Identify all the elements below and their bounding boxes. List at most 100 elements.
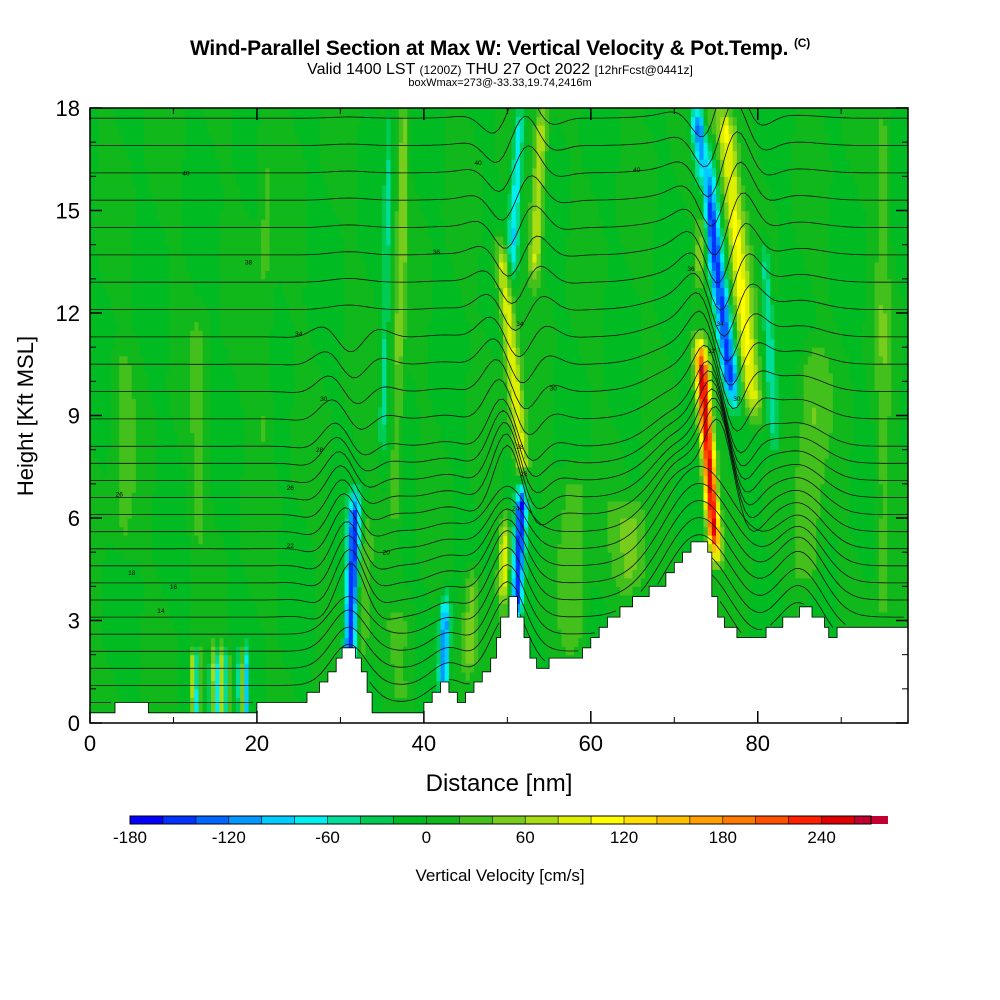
field-cell (94, 278, 99, 288)
field-cell (302, 219, 308, 229)
field-cell (348, 475, 354, 485)
field-cell (227, 509, 233, 519)
field-cell (357, 176, 362, 186)
field-cell (348, 372, 354, 382)
field-cell (173, 193, 179, 203)
field-cell (98, 295, 104, 306)
field-cell (348, 577, 354, 587)
chart-subtitle-2: boxWmax=273@-33.33,19.74,2416m (408, 77, 592, 89)
field-cell (248, 611, 254, 622)
field-cell (190, 500, 195, 511)
field-cell (319, 509, 325, 519)
field-cell (281, 432, 287, 442)
field-cell (261, 518, 266, 528)
field-cell (277, 219, 283, 229)
field-cell (206, 680, 212, 690)
field-cell (252, 270, 258, 280)
field-cell (185, 586, 191, 596)
field-cell (265, 620, 271, 630)
field-cell (156, 364, 162, 374)
field-cell (227, 295, 233, 306)
field-cell (294, 176, 300, 186)
field-cell (252, 611, 258, 622)
field-cell (315, 500, 321, 511)
field-cell (373, 594, 379, 605)
field-cell (140, 219, 145, 229)
field-cell (273, 646, 279, 656)
field-cell (131, 646, 137, 656)
field-cell (373, 552, 379, 562)
field-cell (148, 620, 154, 630)
field-cell (348, 330, 354, 340)
field-cell (286, 270, 291, 280)
field-cell (119, 629, 124, 639)
field-cell (236, 424, 241, 434)
field-cell (236, 142, 241, 152)
field-cell (181, 219, 187, 229)
field-cell (265, 697, 271, 707)
field-cell (152, 424, 158, 434)
field-cell (281, 441, 287, 451)
field-cell (369, 654, 375, 664)
field-cell (110, 688, 116, 698)
field-cell (307, 603, 312, 613)
field-cell (352, 253, 358, 263)
field-cell (273, 415, 279, 425)
field-cell (140, 295, 145, 306)
field-cell (240, 526, 246, 536)
field-cell (206, 355, 212, 365)
field-cell (273, 330, 279, 340)
field-cell (102, 167, 108, 177)
field-cell (373, 295, 379, 306)
field-cell (252, 680, 258, 690)
field-cell (327, 364, 333, 374)
field-cell (332, 389, 337, 400)
field-cell (94, 424, 99, 434)
field-cell (269, 475, 275, 485)
field-cell (302, 116, 308, 126)
field-cell (298, 167, 304, 177)
field-cell (206, 338, 212, 348)
field-cell (281, 475, 287, 485)
field-cell (277, 270, 283, 280)
field-cell (94, 475, 99, 485)
field-cell (140, 381, 145, 391)
field-cell (286, 389, 291, 400)
field-cell (365, 330, 371, 340)
field-cell (307, 372, 312, 382)
field-cell (148, 116, 154, 126)
field-cell (219, 347, 225, 357)
field-cell (261, 295, 266, 306)
field-cell (298, 569, 304, 579)
field-cell (169, 278, 175, 288)
field-cell (311, 560, 316, 570)
field-cell (252, 244, 258, 254)
field-cell (152, 509, 158, 519)
field-cell (269, 654, 275, 664)
field-cell (265, 654, 271, 664)
field-cell (319, 210, 325, 220)
field-cell (173, 150, 179, 160)
field-cell (302, 594, 308, 605)
field-cell (223, 526, 229, 536)
field-cell (277, 201, 283, 212)
field-cell (215, 449, 220, 459)
field-cell (135, 449, 141, 459)
field-cell (206, 176, 212, 186)
field-cell (181, 629, 187, 639)
field-cell (252, 313, 258, 323)
field-cell (348, 125, 354, 135)
field-cell (148, 415, 154, 425)
field-cell (244, 116, 250, 126)
field-cell (144, 629, 150, 639)
field-cell (269, 372, 275, 382)
field-cell (165, 253, 170, 263)
field-cell (269, 586, 275, 596)
field-cell (94, 697, 99, 707)
field-cell (194, 663, 200, 673)
field-cell (152, 304, 158, 314)
field-cell (256, 577, 262, 587)
field-cell (298, 432, 304, 442)
field-cell (206, 389, 212, 400)
field-cell (340, 201, 346, 212)
